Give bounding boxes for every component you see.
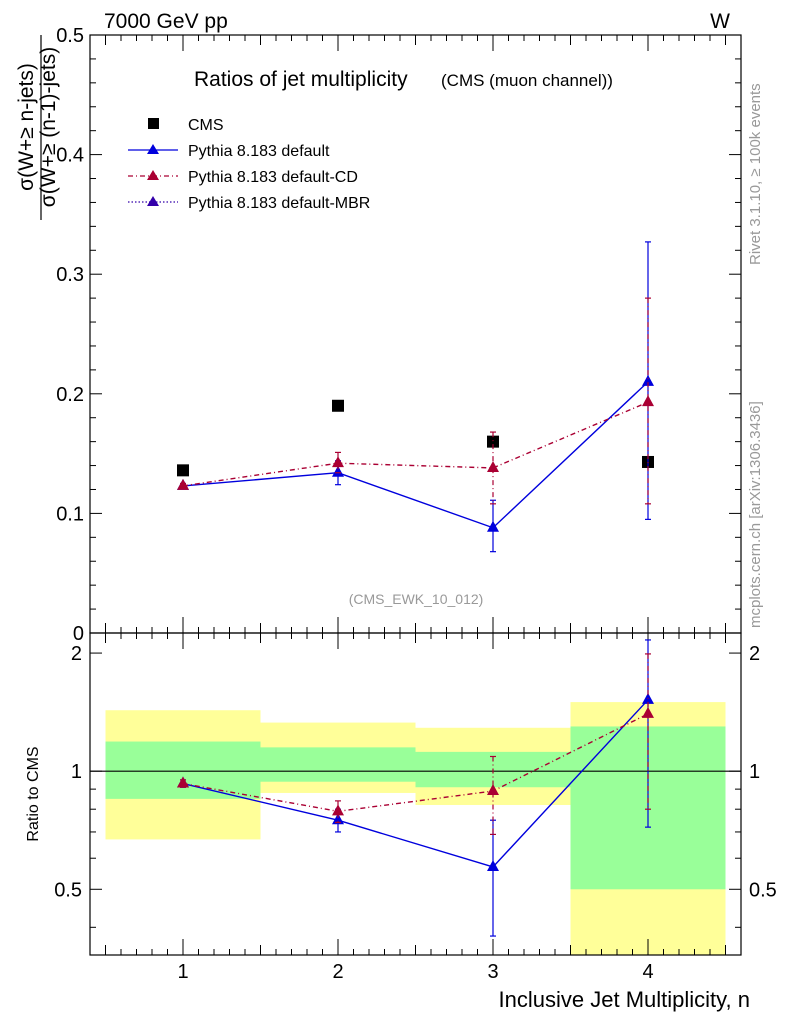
legend-cms-label: CMS	[188, 117, 224, 134]
energy-label: 7000 GeV pp	[104, 10, 228, 33]
ratio-pythia_cd-line	[182, 713, 649, 813]
legend: CMS Pythia 8.183 default Pythia 8.183 de…	[128, 117, 370, 212]
ratio-pythia_default-point-n2	[332, 813, 344, 825]
pythia_default-point-n3	[487, 520, 499, 532]
pythia_cd-point-n1	[177, 478, 189, 490]
legend-cd-label: Pythia 8.183 default-CD	[188, 169, 358, 186]
y-label-numerator: σ(W+≥ n-jets)	[15, 63, 38, 191]
pythia_cd-point-n4	[642, 395, 654, 407]
pythia_cd-point-n2	[332, 456, 344, 468]
ratio-pythia_cd-point-n2	[332, 804, 344, 816]
plot-subtitle: (CMS (muon channel))	[441, 71, 613, 90]
main-y-tick-label: 0.5	[56, 25, 84, 47]
legend-mbr-label: Pythia 8.183 default-MBR	[188, 195, 370, 212]
main-y-tick-label: 0.4	[56, 145, 84, 167]
ratio-data-marks	[177, 639, 654, 937]
legend-mbr-marker	[147, 196, 159, 206]
ratio-pythia_cd-point-n1	[177, 776, 189, 788]
uncertainty-bands	[105, 702, 726, 955]
ratio-pythia_default-point-n3	[487, 859, 499, 871]
pythia_default-line	[182, 381, 649, 529]
pythia_cd-line	[182, 401, 649, 487]
ratio-y-tick-label-left: 0.5	[54, 879, 82, 901]
ratio-y-tick-label-left: 1	[71, 761, 82, 783]
x-tick-label: 2	[332, 961, 343, 983]
pythia_default-point-n4	[642, 374, 654, 386]
plot-title: Ratios of jet multiplicity	[194, 68, 408, 91]
ratio-y-tick-label-right: 0.5	[749, 879, 777, 901]
main-y-tick-label: 0	[73, 623, 84, 645]
main-y-tick-label: 0.1	[56, 503, 84, 525]
band-inner-2	[260, 747, 416, 782]
ratio-pythia_default-line	[182, 699, 649, 868]
legend-default-label: Pythia 8.183 default	[188, 143, 330, 160]
ratio-y-tick-label-left: 2	[71, 643, 82, 665]
legend-cd-marker	[147, 170, 159, 180]
main-y-tick-label: 0.3	[56, 264, 84, 286]
cms-point-n2	[332, 399, 344, 412]
axes: 0 0.1 0.2 0.3 0.4 0.5 0.5 0.5 1 1 2 2 1 2 3 4	[54, 25, 777, 983]
main-data-marks	[177, 241, 654, 553]
cms-point-n3	[487, 435, 499, 448]
mcplots-label: mcplots.cern.ch [arXiv:1306.3436]	[747, 401, 764, 628]
x-axis-label: Inclusive Jet Multiplicity, n	[499, 987, 750, 1012]
rivet-label: Rivet 3.1.10, ≥ 100k events	[747, 83, 764, 265]
x-tick-label: 4	[642, 961, 653, 983]
analysis-watermark: (CMS_EWK_10_012)	[349, 591, 484, 607]
pythia_cd-point-n3	[487, 460, 499, 472]
process-label: W	[710, 10, 730, 33]
pythia_default-point-n2	[332, 465, 344, 477]
y-label-denominator: σ(W+≥ (n-1)-jets)	[37, 47, 60, 207]
legend-cms-marker	[148, 118, 159, 129]
x-tick-label: 1	[177, 961, 188, 983]
cms-point-n1	[177, 464, 189, 477]
ratio-y-tick-label-right: 1	[749, 761, 760, 783]
legend-default-marker	[147, 144, 159, 154]
ratio-y-tick-label-right: 2	[749, 643, 760, 665]
ratio-y-label: Ratio to CMS	[25, 746, 42, 841]
ratio-pythia_cd-point-n3	[487, 784, 499, 796]
main-y-tick-label: 0.2	[56, 384, 84, 406]
ratio-pythia_cd-point-n4	[642, 706, 654, 718]
x-tick-label: 3	[487, 961, 498, 983]
band-inner-1	[105, 741, 261, 799]
